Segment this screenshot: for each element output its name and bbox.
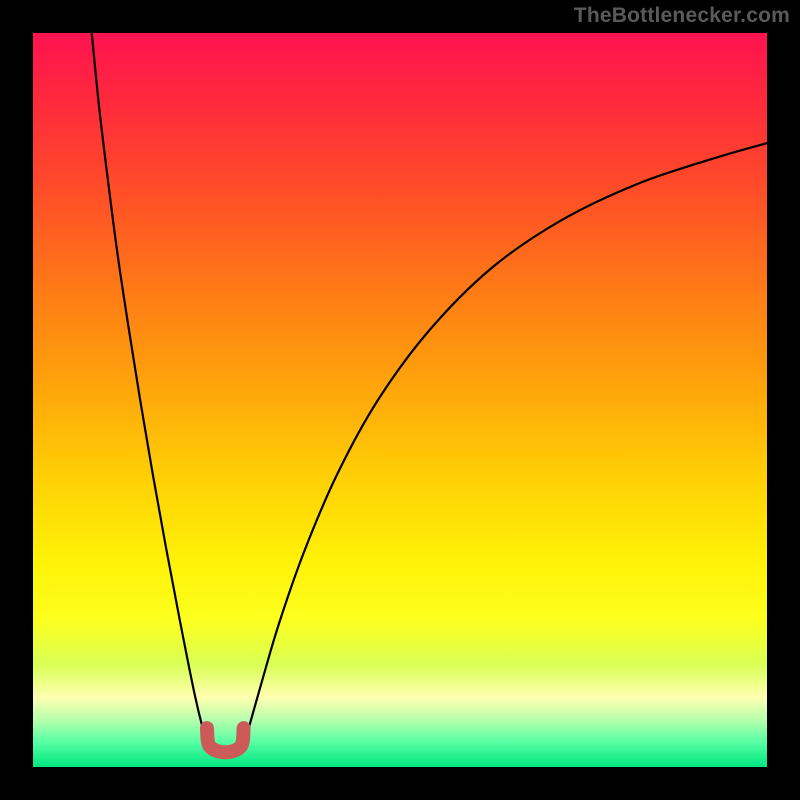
- plot-area: [33, 33, 767, 767]
- gradient-background: [33, 33, 767, 767]
- plot-svg: [33, 33, 767, 767]
- watermark-text: TheBottlenecker.com: [574, 4, 790, 28]
- chart-stage: TheBottlenecker.com: [0, 0, 800, 800]
